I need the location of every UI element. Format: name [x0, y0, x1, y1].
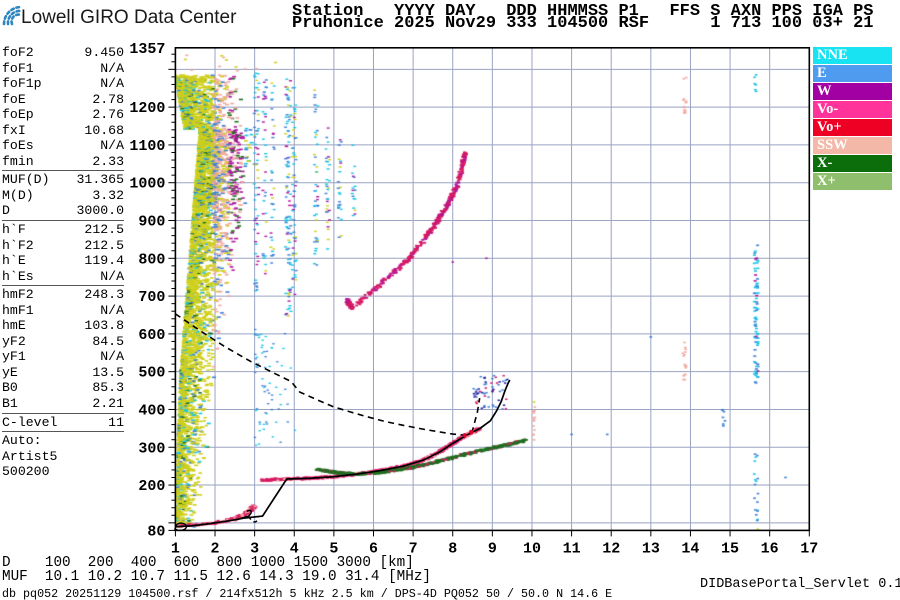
svg-text:17: 17 [800, 540, 818, 557]
svg-text:1357: 1357 [129, 41, 165, 58]
svg-text:12: 12 [602, 540, 620, 557]
svg-text:80: 80 [147, 523, 165, 540]
svg-text:600: 600 [138, 327, 165, 344]
svg-text:300: 300 [138, 440, 165, 457]
svg-text:400: 400 [138, 402, 165, 419]
svg-text:14: 14 [681, 540, 699, 557]
svg-text:200: 200 [138, 478, 165, 495]
svg-text:9: 9 [488, 540, 497, 557]
svg-text:10: 10 [523, 540, 541, 557]
svg-text:1200: 1200 [129, 100, 165, 117]
svg-text:1000: 1000 [129, 176, 165, 193]
svg-text:900: 900 [138, 214, 165, 231]
svg-text:800: 800 [138, 251, 165, 268]
svg-text:1100: 1100 [129, 138, 165, 155]
svg-text:16: 16 [761, 540, 779, 557]
svg-text:700: 700 [138, 289, 165, 306]
svg-text:15: 15 [721, 540, 739, 557]
svg-text:11: 11 [563, 540, 581, 557]
svg-text:500: 500 [138, 365, 165, 382]
svg-text:13: 13 [642, 540, 660, 557]
svg-text:8: 8 [448, 540, 457, 557]
